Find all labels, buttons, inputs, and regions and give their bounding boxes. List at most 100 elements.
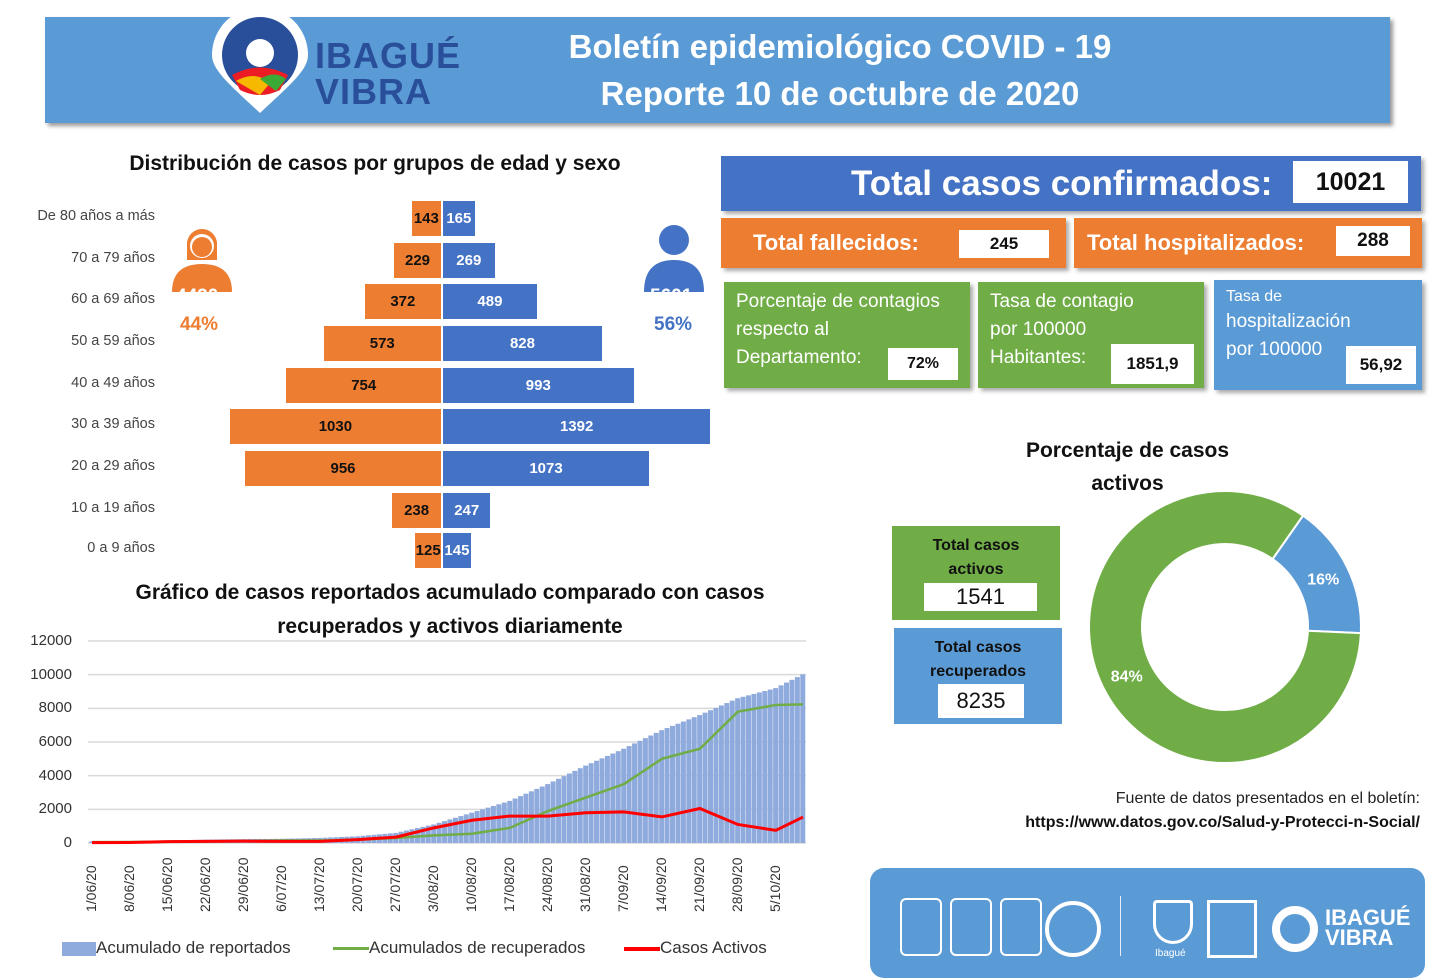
reported-bar [214,839,220,843]
reported-bar [767,689,773,843]
reported-bar [246,839,252,843]
reported-bar [458,816,464,843]
reported-bar [262,838,268,843]
reported-bar [143,840,149,843]
reported-bar [697,715,703,843]
reported-bar [512,798,518,843]
reported-bar [648,735,654,843]
reported-bar [534,788,540,843]
reported-bar [691,717,697,843]
x-tick-label: 17/08/20 [500,857,517,913]
reported-bar [469,812,475,843]
female-bar: 1030 [229,409,441,444]
total-deaths-box: Total fallecidos: 245 [721,218,1066,268]
reported-bar [664,728,670,843]
reported-bar [355,836,361,843]
age-group-label: De 80 años a más [37,208,155,224]
x-tick-label: 21/09/20 [690,857,707,913]
reported-bar [523,793,529,843]
reported-bar [610,753,616,843]
legend-reported: Acumulado de reportados [62,938,291,958]
reported-bar [257,838,263,843]
reported-bar [713,707,719,843]
reported-bar [539,786,545,843]
recovered-label: Total casos recuperados [929,639,1027,680]
reported-bar [132,841,138,843]
age-group-label: 0 a 9 años [87,540,155,556]
pyramid-title: Distribución de casos por grupos de edad… [129,152,621,175]
active-label: Total casos activos [932,537,1020,578]
age-group-label: 50 a 59 años [71,333,155,349]
reported-bar [626,746,632,843]
reported-bar [203,839,209,843]
reported-bar [708,710,714,843]
reported-bar [127,841,133,843]
x-tick-label: 14/09/20 [652,857,669,913]
female-bar: 125 [415,533,441,568]
logo-text: IBAGUÉ VIBRA [315,35,462,112]
x-tick-label: 1/06/20 [83,865,99,912]
female-bar: 143 [411,201,441,236]
reported-bar [328,837,334,843]
male-bar: 828 [443,326,602,361]
reported-bar [735,698,741,843]
reported-bar [773,688,779,843]
legend-swatch-recovered [333,947,369,951]
report-date: Reporte 10 de octubre de 2020 [600,75,1080,112]
reported-bar [322,837,328,843]
y-tick-label: 6000 [38,733,72,750]
reported-bar [420,826,426,843]
pct-dept-value: 72% [888,348,958,380]
reported-bar [176,840,182,843]
active-line [91,806,804,845]
reported-bar [431,824,437,843]
female-bar: 573 [323,326,441,361]
x-tick-label: 22/06/20 [196,857,213,913]
reported-bar [414,828,420,843]
y-tick-label: 4000 [38,766,72,784]
reported-bar [387,833,393,843]
reported-bar [501,802,507,843]
active-box: Total casos activos 1541 [892,526,1060,620]
reported-bar [518,796,524,843]
source-url[interactable]: https://www.datos.gov.co/Salud-y-Protecc… [1025,814,1420,831]
age-group-label: 60 a 69 años [71,291,155,307]
reported-bar [756,692,762,843]
total-deaths-value: 245 [959,230,1049,258]
female-bar: 956 [245,451,441,486]
source-label: Fuente de datos presentados en el boletí… [1115,790,1420,807]
reported-bar [116,841,122,843]
reported-bar [224,839,230,843]
reported-bar [366,835,372,843]
reported-bar [632,743,638,843]
reported-bar [436,822,442,843]
reported-bar [485,807,491,843]
male-bar: 247 [443,493,491,528]
reported-bar [702,712,708,843]
logo-pin-icon [212,15,308,113]
male-bar: 269 [443,243,495,278]
reported-bar [409,829,415,843]
reported-bar [442,821,448,843]
reported-bar [235,839,241,843]
reported-bar [284,838,290,843]
recovered-line [91,703,804,844]
footer-alcaldia-text: Ibagué [1155,948,1186,959]
reported-bar [192,839,198,843]
reported-bar [105,841,111,843]
y-tick-label: 10000 [30,665,72,683]
reported-bar [290,838,296,843]
reported-bar [604,755,610,843]
reported-bar [94,841,100,843]
reported-bar [165,840,171,843]
reported-bar [670,725,676,843]
reported-bar [789,679,795,843]
female-pct: 44% [180,314,219,335]
reported-bar [197,839,203,843]
reported-bar [306,838,312,843]
reported-bar [686,719,692,843]
reported-bar [566,773,572,843]
reported-bar [784,682,789,843]
reported-bar [572,770,578,843]
reported-bar [561,776,567,843]
